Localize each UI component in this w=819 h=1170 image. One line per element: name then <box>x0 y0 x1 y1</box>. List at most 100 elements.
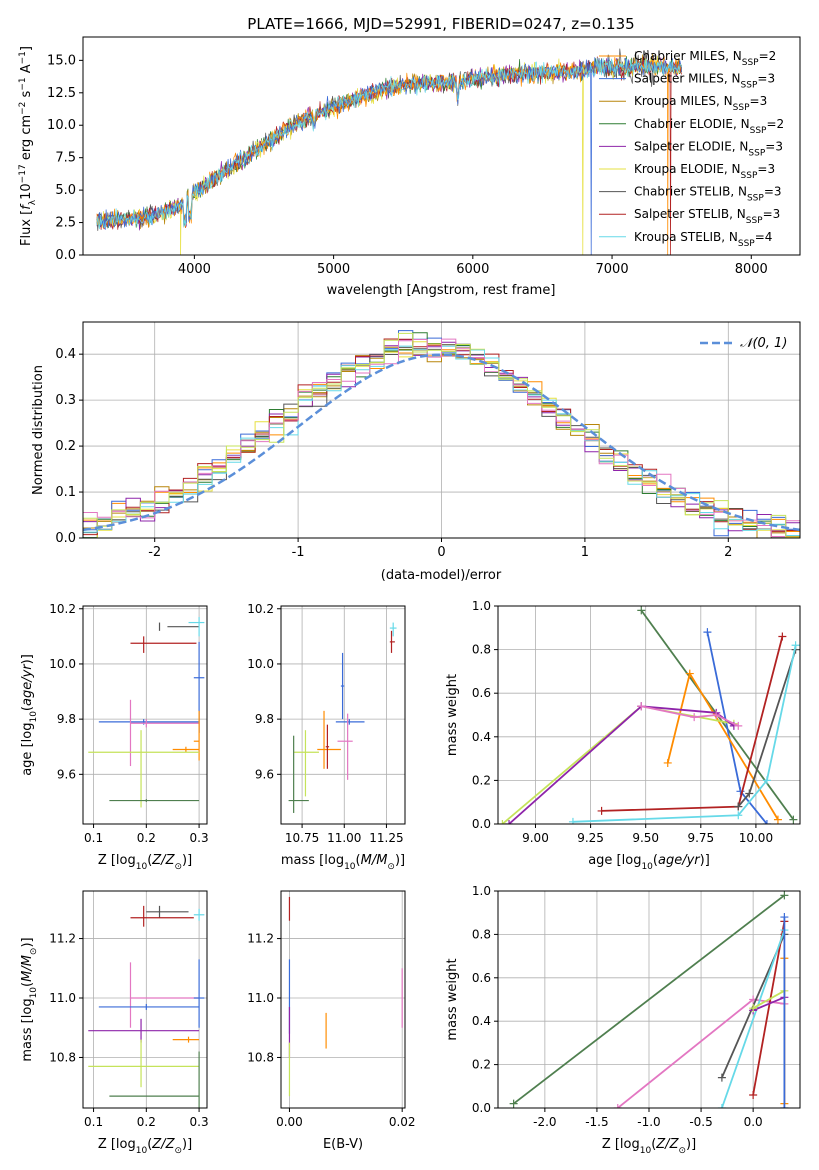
panel-weight_vs_age: 9.00 9.25 9.50 9.75 10.00 0.0 0.2 0.4 0.6 0.8 1.0 a… <box>445 599 801 872</box>
weight-line <box>752 990 785 1009</box>
x-tick-label: -1 <box>292 545 305 560</box>
weight-line <box>666 671 779 821</box>
errorbar <box>130 719 200 728</box>
x-tick-label: 0.2 <box>137 1115 156 1129</box>
weight_vs_age-xlabel: age [log10(age/yr)] <box>588 853 710 872</box>
x-tick-label: 9.25 <box>577 831 604 845</box>
y-tick-label: 0.6 <box>472 971 491 985</box>
errorbar <box>188 617 205 637</box>
hist-step <box>83 332 800 538</box>
y-tick-label: 0.4 <box>472 730 491 744</box>
errorbar <box>172 1036 200 1043</box>
legend-label: Kroupa MILES, NSSP=3 <box>634 94 767 113</box>
errorbar <box>340 652 345 720</box>
y-tick-label: 10.0 <box>47 118 76 133</box>
x-tick-label: 10.00 <box>739 831 773 845</box>
legend-label: Chabrier STELIB, NSSP=3 <box>634 185 782 204</box>
y-tick-label: 7.5 <box>55 151 76 166</box>
x-tick-label: 8000 <box>735 262 768 277</box>
x-tick-label: 0.2 <box>137 831 156 845</box>
y-tick-label: 10.0 <box>49 657 76 671</box>
legend-label: Salpeter STELIB, NSSP=3 <box>634 207 780 226</box>
x-tick-label: 2 <box>724 545 732 560</box>
weight-point <box>690 713 699 722</box>
y-tick-label: 0.4 <box>55 347 76 362</box>
y-tick-label: 11.2 <box>247 932 274 946</box>
weight-point <box>780 891 789 900</box>
errorbar <box>288 735 309 813</box>
y-tick-label: 9.6 <box>255 767 274 781</box>
errorbar <box>88 1039 200 1088</box>
weight-point <box>597 806 606 815</box>
legend-label: Chabrier MILES, NSSP=2 <box>634 49 776 68</box>
x-tick-label: 0 <box>437 545 445 560</box>
y-tick-label: 5.0 <box>55 183 76 198</box>
spectrum-line-salpeter-stelib <box>96 56 683 255</box>
y-tick-label: 0.0 <box>472 817 491 831</box>
panel-age_vs_mass: 10.75 11.00 11.25 9.6 9.8 10.0 10.2 mass [log10… <box>247 602 406 872</box>
x-tick-label: 0.3 <box>190 831 209 845</box>
errorbar <box>389 630 395 653</box>
figure-title: PLATE=1666, MJD=52991, FIBERID=0247, z=0… <box>247 15 634 33</box>
weight-point <box>685 669 694 678</box>
errorbar <box>88 1018 200 1043</box>
weight-point <box>780 1104 789 1108</box>
errorbar <box>129 962 200 1028</box>
errorbar <box>158 622 200 631</box>
weight-point <box>717 1073 726 1082</box>
weight-point <box>505 820 514 824</box>
normal-curve <box>83 353 800 532</box>
y-tick-label: 2.5 <box>55 216 76 231</box>
panel-age_vs_Z: 0.1 0.2 0.3 9.6 9.8 10.0 10.2 Z [log10(Z/Z⊙)] ag… <box>20 602 209 872</box>
errorbar <box>325 724 330 769</box>
mass_vs_Z-xlabel: Z [log10(Z/Z⊙)] <box>98 1137 192 1156</box>
weight-point <box>613 1104 622 1108</box>
spectrum-line-kroupa-stelib <box>96 57 683 230</box>
errorbar <box>193 908 205 921</box>
y-tick-label: 0.6 <box>472 686 491 700</box>
y-tick-label: 9.8 <box>57 712 76 726</box>
errorbar <box>389 622 397 637</box>
x-tick-label: -2 <box>148 545 161 560</box>
weight-point <box>762 776 771 785</box>
plot-area-age_vs_mass <box>288 622 397 813</box>
mass_vs_ebv-xlabel: E(B-V) <box>323 1137 363 1152</box>
y-tick-label: 1.0 <box>472 599 491 613</box>
legend-label: Kroupa STELIB, NSSP=4 <box>634 230 772 249</box>
errorbar <box>88 730 200 808</box>
y-tick-label: 12.5 <box>47 86 76 101</box>
y-tick-label: 10.2 <box>49 602 76 616</box>
weight-point <box>745 789 754 798</box>
panel-mass_vs_ebv: 0.00 0.02 10.8 11.0 11.2 E(B-V) <box>247 890 416 1152</box>
weight-point <box>509 1099 518 1108</box>
y-tick-label: 0.2 <box>472 773 491 787</box>
legend-label: Chabrier ELODIE, NSSP=2 <box>634 117 784 136</box>
weight-point <box>762 820 771 824</box>
x-tick-label: 0.1 <box>84 1115 103 1129</box>
axes-frame <box>497 605 801 825</box>
errorbar <box>172 746 200 753</box>
weight-point <box>703 628 712 637</box>
x-tick-label: 0.0 <box>744 1115 763 1129</box>
errorbar <box>130 905 194 927</box>
x-tick-label: 11.00 <box>327 831 361 845</box>
weight-point <box>791 641 800 650</box>
y-tick-label: 11.0 <box>247 991 274 1005</box>
x-tick-label: 5000 <box>317 262 350 277</box>
weight-line <box>641 705 739 727</box>
legend-label: Salpeter ELODIE, NSSP=3 <box>634 139 783 158</box>
errorbar <box>337 713 353 780</box>
plot-area-weight_vs_age <box>498 606 800 824</box>
weight-point <box>778 632 787 641</box>
hist-xlabel: (data-model)/error <box>381 568 502 583</box>
legend-label: Kroupa ELODIE, NSSP=3 <box>634 162 775 181</box>
x-tick-label: 11.25 <box>369 831 403 845</box>
y-tick-label: 10.8 <box>49 1050 76 1064</box>
x-tick-label: 9.75 <box>687 831 714 845</box>
x-tick-label: 4000 <box>178 262 211 277</box>
weight-point <box>734 721 743 730</box>
plot-area-mass_vs_ebv <box>288 896 403 1097</box>
age_vs_Z-xlabel: Z [log10(Z/Z⊙)] <box>98 853 192 872</box>
x-tick-label: -2.0 <box>533 1115 556 1129</box>
